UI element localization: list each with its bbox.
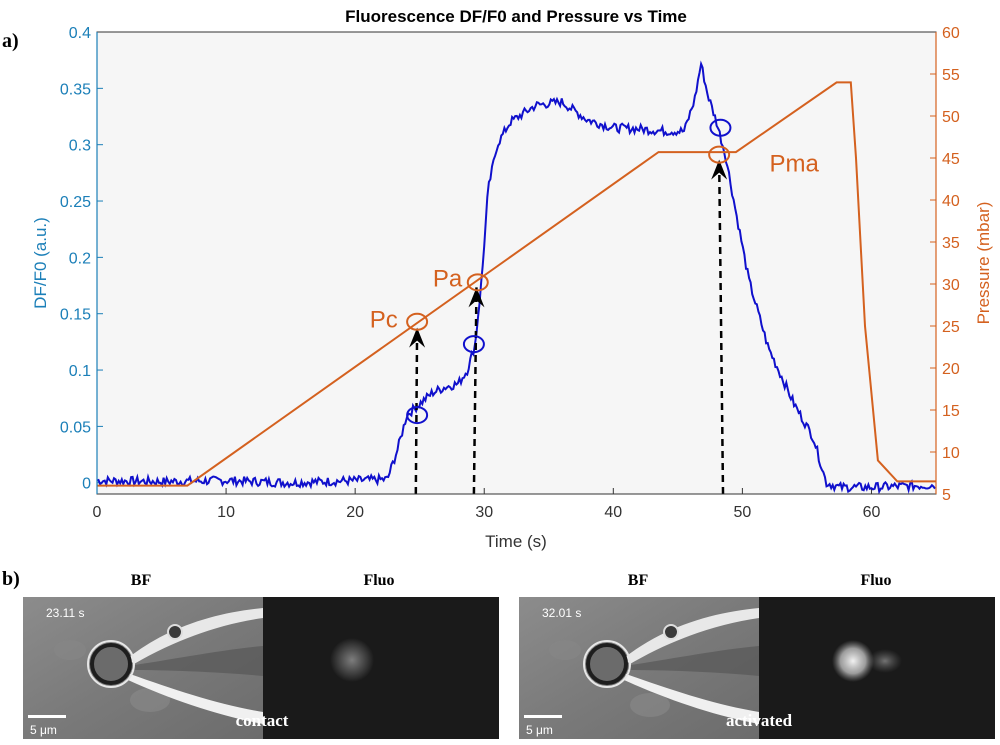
y-left-tick-label: 0.35: [60, 81, 91, 98]
y-right-tick-label: 45: [942, 151, 960, 168]
frame-bf-title: BF: [628, 572, 649, 589]
fluorescence-line: [96, 60, 936, 495]
bf-texture: [549, 640, 581, 660]
y-right-tick-label: 40: [942, 193, 960, 210]
dashed-arrow-line: [717, 159, 725, 495]
frame-bf-title: BF: [131, 572, 152, 589]
frame-timestamp: 23.11 s: [46, 606, 84, 620]
arrow-head: [409, 327, 426, 348]
y-left-tick-label: 0.15: [60, 307, 91, 324]
y-right-label: Pressure (mbar): [974, 202, 993, 325]
pressure-annotation-label: Pma: [769, 150, 819, 177]
series-layer: [96, 60, 936, 495]
arrow-head: [468, 287, 485, 308]
pipette-lower: [624, 674, 759, 724]
chart-title: Fluorescence DF/F0 and Pressure vs Time: [345, 7, 687, 26]
scale-bar: [524, 715, 562, 718]
bf-texture: [54, 640, 86, 660]
x-tick-label: 10: [217, 504, 235, 521]
fluorescence-marker-circle: [462, 335, 485, 354]
y-right-tick-label: 50: [942, 109, 960, 126]
y-right-tick-label: 60: [942, 25, 960, 42]
x-tick-label: 50: [733, 504, 751, 521]
frame-caption: activated: [726, 711, 793, 730]
pipette-lower: [128, 674, 263, 724]
pipette-upper: [624, 608, 759, 664]
y-left-tick-label: 0.05: [60, 419, 91, 436]
y-right-tick-label: 30: [942, 277, 960, 294]
plot-area: [97, 32, 936, 494]
pipette-body: [128, 646, 263, 676]
x-axis-label: Time (s): [485, 532, 547, 551]
fluorescence-marker-circle: [709, 118, 732, 137]
pressure-line: [97, 81, 936, 487]
y-right-tick-label: 55: [942, 67, 960, 84]
panel-label-a: a): [2, 30, 19, 52]
frame-timestamp: 32.01 s: [542, 606, 581, 620]
y-right-tick-label: 35: [942, 235, 960, 252]
cell-bf: [586, 643, 628, 685]
small-bead: [663, 624, 679, 640]
pressure-marker-circle: [466, 273, 489, 292]
dashed-arrow-line: [414, 327, 419, 495]
arrow-head: [711, 159, 728, 180]
bf-texture: [130, 688, 170, 712]
scale-bar-label: 5 μm: [526, 723, 553, 737]
bf-texture: [630, 693, 670, 717]
fluo-image: [263, 597, 499, 739]
annotation-layer: Pc Pa Pma: [370, 118, 819, 495]
y-left-tick-label: 0.2: [69, 250, 91, 267]
microscopy-frame-activated: BF Fluo 32.01 s 5 μm activated: [519, 572, 995, 739]
pressure-marker-circle: [708, 145, 731, 164]
cell-bf: [90, 643, 132, 685]
dashed-arrow-line: [472, 287, 478, 495]
y-left-label: DF/F0 (a.u.): [31, 217, 50, 309]
pressure-annotation-label: Pc: [370, 307, 398, 334]
y-left-tick-label: 0.25: [60, 194, 91, 211]
x-tick-label: 20: [346, 504, 364, 521]
y-right-tick-label: 15: [942, 403, 960, 420]
panel-label-b: b): [2, 568, 20, 590]
x-tick-label: 0: [93, 504, 102, 521]
x-tick-label: 60: [863, 504, 881, 521]
cell-fluo-glow: [330, 638, 374, 682]
y-left-tick-label: 0.1: [69, 363, 91, 380]
microscopy-frame-contact: BF Fluo 23.11 s 5 μm contact: [23, 572, 499, 739]
pressure-marker-circle: [406, 312, 429, 331]
frame-fluo-title: Fluo: [860, 572, 891, 589]
y-left-tick-label: 0.4: [69, 25, 91, 42]
pipette-upper: [128, 608, 263, 664]
x-tick-label: 40: [604, 504, 622, 521]
y-right-tick-label: 10: [942, 445, 960, 462]
fluorescence-marker-circle: [406, 406, 429, 425]
right-axis-ticks: 5 10 15 20 25 30 35 40 45 50 55 60: [930, 25, 960, 504]
pipette-body: [624, 646, 759, 676]
y-left-tick-label: 0: [82, 476, 91, 493]
frame-fluo-title: Fluo: [363, 572, 394, 589]
left-axis-ticks: 0 0.05 0.1 0.15 0.2 0.25 0.3 0.35 0.4: [60, 25, 103, 493]
cell-halo: [87, 640, 135, 688]
y-right-tick-label: 25: [942, 319, 960, 336]
y-left-tick-label: 0.3: [69, 138, 91, 155]
scale-bar: [28, 715, 66, 718]
cell-fluo-glow: [832, 640, 874, 682]
cell-fluo-tail: [868, 649, 902, 673]
scale-bar-label: 5 μm: [30, 723, 57, 737]
y-right-tick-label: 20: [942, 361, 960, 378]
cell-halo: [583, 640, 631, 688]
x-tick-label: 30: [475, 504, 493, 521]
x-axis-ticks: 0 10 20 30 40 50 60: [93, 488, 881, 521]
frame-caption: contact: [236, 711, 289, 730]
y-right-tick-label: 5: [942, 487, 951, 504]
pressure-annotation-label: Pa: [433, 266, 463, 293]
small-bead: [167, 624, 183, 640]
